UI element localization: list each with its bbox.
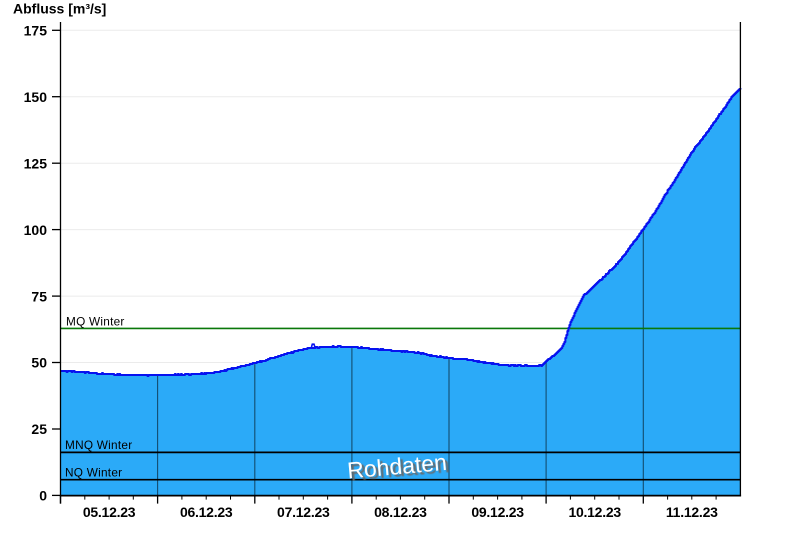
svg-text:07.12.23: 07.12.23 — [277, 504, 330, 520]
svg-text:100: 100 — [24, 222, 48, 238]
svg-text:05.12.23: 05.12.23 — [83, 504, 136, 520]
svg-text:0: 0 — [39, 488, 47, 504]
svg-text:175: 175 — [24, 23, 48, 39]
svg-text:25: 25 — [31, 421, 47, 437]
svg-text:50: 50 — [31, 355, 47, 371]
svg-text:NQ Winter: NQ Winter — [65, 466, 122, 480]
svg-text:75: 75 — [31, 288, 47, 304]
svg-text:125: 125 — [24, 155, 48, 171]
svg-text:06.12.23: 06.12.23 — [180, 504, 233, 520]
svg-text:11.12.23: 11.12.23 — [666, 504, 718, 520]
svg-text:10.12.23: 10.12.23 — [568, 504, 621, 520]
svg-text:MQ Winter: MQ Winter — [66, 315, 125, 329]
svg-text:08.12.23: 08.12.23 — [374, 504, 427, 520]
svg-text:MNQ Winter: MNQ Winter — [65, 438, 132, 452]
svg-text:Abfluss [m³/s]: Abfluss [m³/s] — [13, 1, 106, 17]
svg-text:09.12.23: 09.12.23 — [471, 504, 524, 520]
svg-text:150: 150 — [24, 89, 48, 105]
